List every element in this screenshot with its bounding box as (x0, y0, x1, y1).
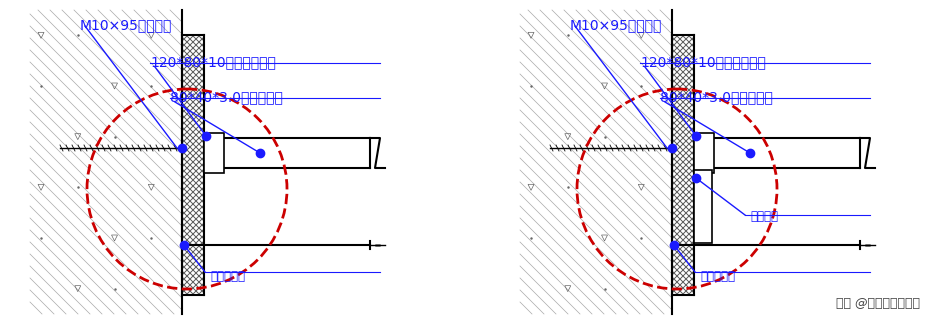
Text: 120*80*10镀锌预埋销板: 120*80*10镀锌预埋销板 (149, 55, 276, 69)
Text: 墙面完成面: 墙面完成面 (210, 270, 245, 283)
Text: 120*80*10镀锌预埋销板: 120*80*10镀锌预埋销板 (639, 55, 765, 69)
Text: M10×95膨胀螺丝: M10×95膨胀螺丝 (80, 18, 173, 32)
Text: 80*40*3.0椭圆销扶手: 80*40*3.0椭圆销扶手 (659, 90, 772, 104)
Text: M10×95膨胀螺丝: M10×95膨胀螺丝 (570, 18, 662, 32)
Bar (693, 133, 714, 173)
Text: 装饰盖板: 装饰盖板 (749, 210, 777, 223)
Text: 墙面完成面: 墙面完成面 (699, 270, 734, 283)
Bar (693, 170, 711, 243)
Bar (204, 133, 224, 173)
Text: 80*40*3.0椭圆销扶手: 80*40*3.0椭圆销扶手 (170, 90, 282, 104)
Text: 头条 @室内设计大讲堂: 头条 @室内设计大讲堂 (835, 297, 919, 310)
